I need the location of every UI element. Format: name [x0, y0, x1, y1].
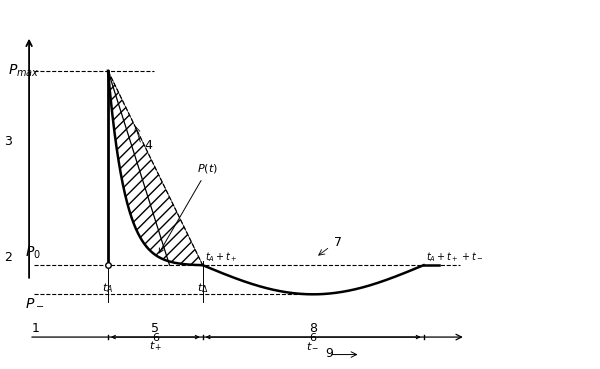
- Text: $P_{max}$: $P_{max}$: [8, 63, 40, 79]
- Text: $t_A+t_+$: $t_A+t_+$: [205, 250, 238, 264]
- Text: 6: 6: [152, 333, 159, 343]
- Text: 5: 5: [151, 322, 160, 335]
- Text: 4: 4: [144, 138, 152, 152]
- Text: $t_-$: $t_-$: [307, 341, 320, 351]
- Text: 9: 9: [325, 346, 333, 359]
- Text: 1: 1: [32, 322, 40, 335]
- Text: $t_A$: $t_A$: [103, 281, 113, 294]
- Text: $t_+$: $t_+$: [149, 339, 162, 352]
- Text: 7: 7: [334, 236, 342, 249]
- Text: $t_A+t_++t_-$: $t_A+t_++t_-$: [426, 250, 484, 264]
- Text: 3: 3: [4, 135, 12, 148]
- Text: 8: 8: [309, 322, 317, 335]
- Text: 6: 6: [310, 333, 317, 343]
- Text: $P_0$: $P_0$: [25, 245, 41, 261]
- Text: 2: 2: [4, 251, 12, 264]
- Text: $P(t)$: $P(t)$: [159, 162, 218, 253]
- Text: $t_\Delta$: $t_\Delta$: [197, 281, 208, 294]
- Text: $P_-$: $P_-$: [25, 295, 44, 309]
